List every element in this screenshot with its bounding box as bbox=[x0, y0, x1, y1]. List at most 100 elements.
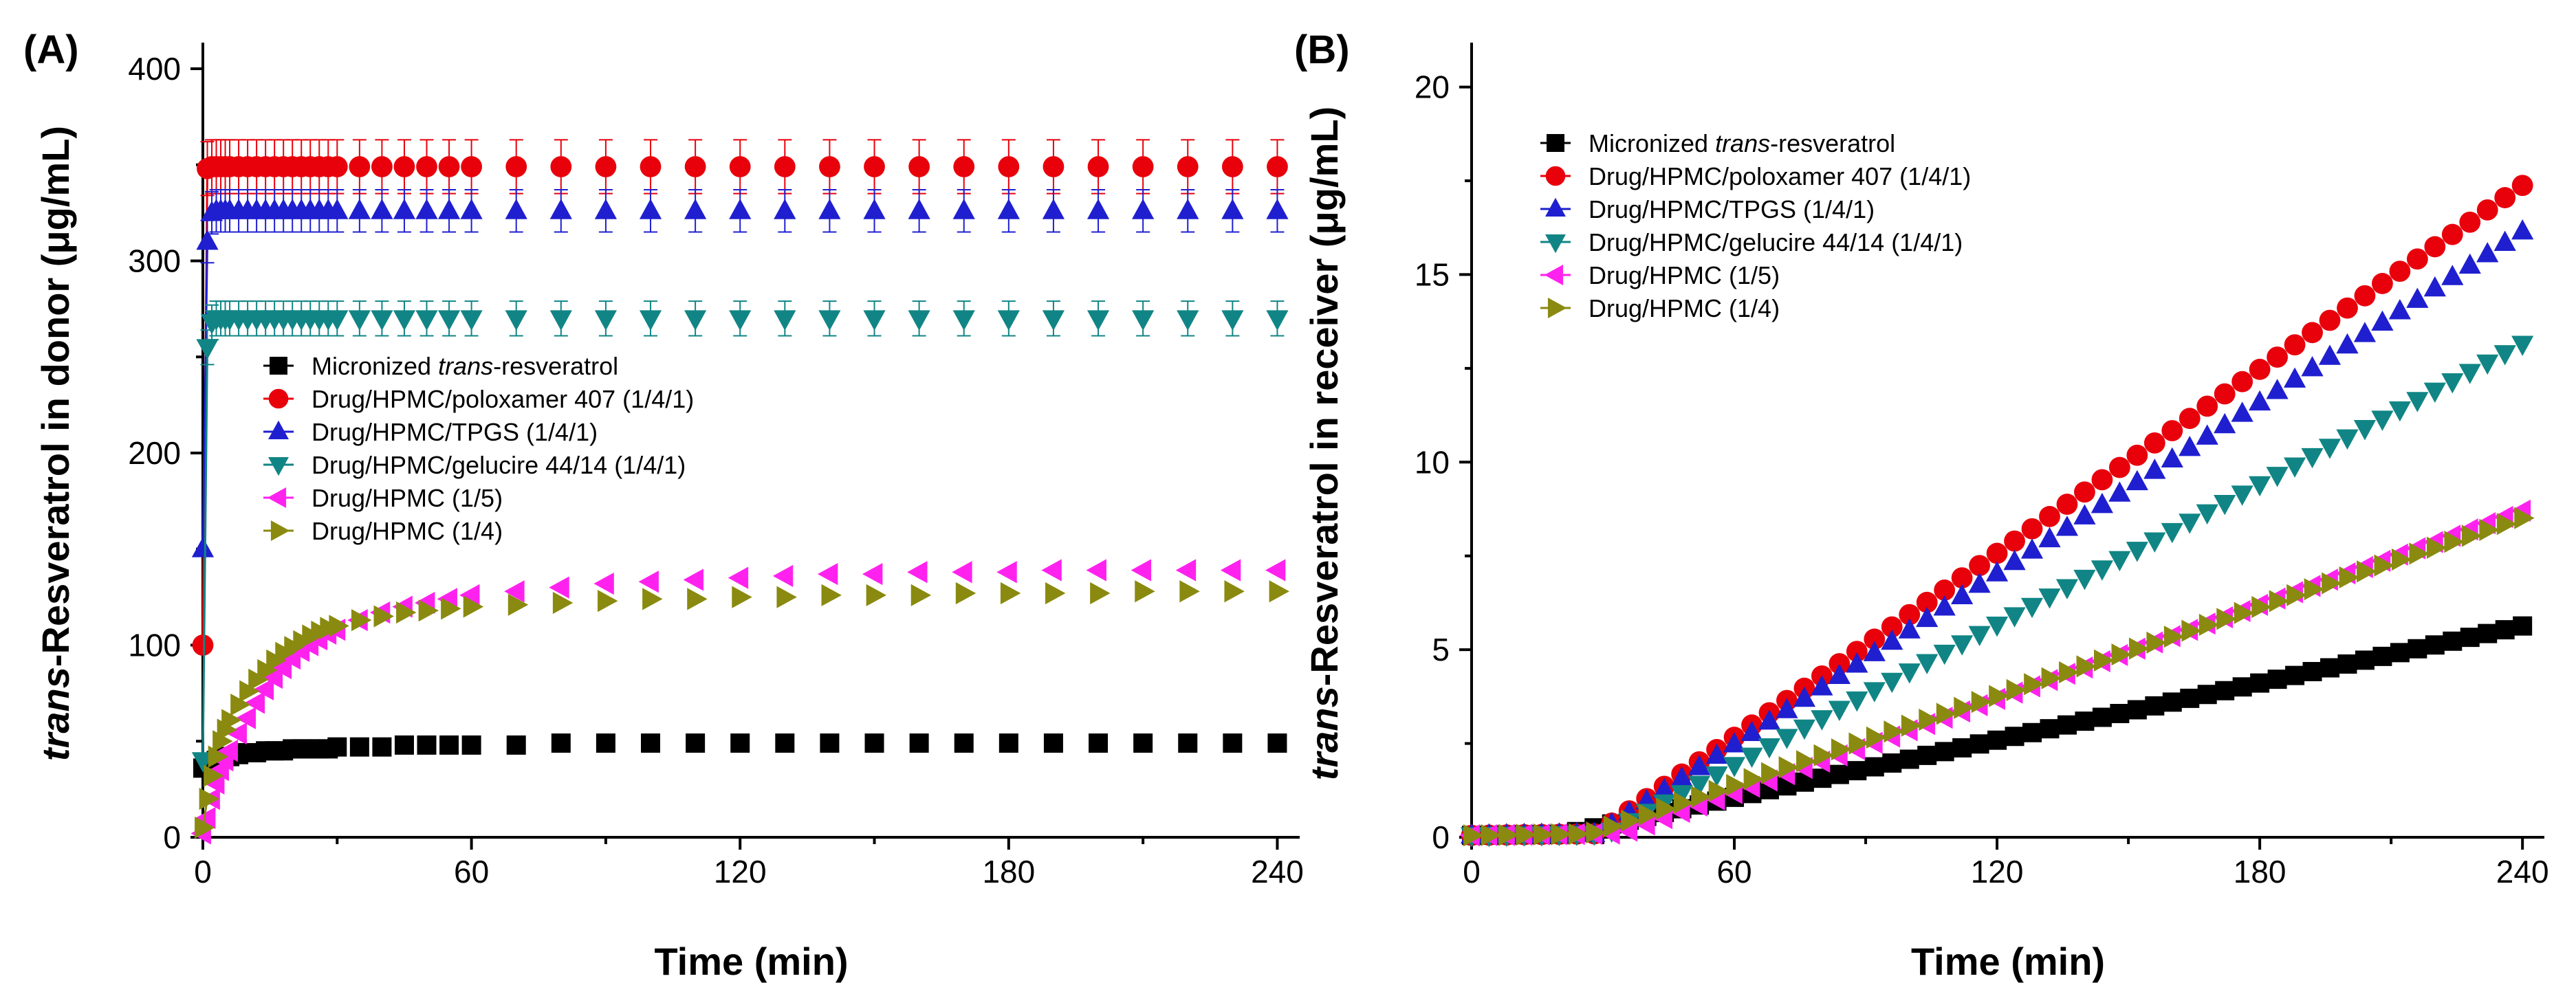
y-tick-label: 400 bbox=[128, 51, 181, 87]
data-point bbox=[2461, 524, 2482, 547]
y-tick-label: 10 bbox=[1415, 444, 1450, 480]
data-point bbox=[774, 156, 796, 177]
data-point bbox=[2389, 261, 2411, 283]
data-point bbox=[2040, 719, 2060, 739]
data-point bbox=[2179, 408, 2201, 430]
data-point bbox=[2493, 230, 2516, 251]
x-tick-label: 60 bbox=[454, 854, 489, 890]
data-point bbox=[1812, 769, 1832, 788]
data-point bbox=[2354, 285, 2376, 307]
data-point bbox=[2318, 344, 2342, 365]
legend-marker bbox=[267, 487, 287, 508]
data-point bbox=[728, 566, 749, 589]
data-point bbox=[326, 199, 349, 219]
data-point bbox=[2197, 685, 2217, 705]
y-axis-title-rest: -Resveratrol in donor (μg/mL) bbox=[34, 126, 77, 667]
data-point bbox=[1178, 733, 1198, 753]
data-point bbox=[2304, 578, 2325, 601]
data-point bbox=[2249, 476, 2271, 497]
data-point bbox=[2441, 223, 2463, 245]
data-point bbox=[1586, 821, 1606, 844]
data-point bbox=[2251, 595, 2272, 619]
data-point bbox=[2110, 703, 2130, 723]
data-point bbox=[1087, 310, 1110, 331]
data-point bbox=[1848, 732, 1869, 755]
data-point bbox=[441, 597, 461, 620]
legend-entry-italic: trans bbox=[438, 352, 493, 380]
data-point bbox=[1933, 595, 1956, 616]
data-point bbox=[996, 561, 1017, 584]
data-point bbox=[997, 199, 1020, 219]
data-point bbox=[2458, 364, 2481, 384]
data-point bbox=[641, 733, 661, 753]
data-point bbox=[684, 156, 706, 177]
data-point bbox=[195, 806, 216, 830]
legend-entry: Drug/HPMC/TPGS (1/4/1) bbox=[1589, 195, 1875, 223]
legend-marker bbox=[1545, 166, 1566, 186]
data-point bbox=[593, 572, 614, 595]
data-point bbox=[217, 740, 238, 762]
data-point bbox=[2161, 447, 2183, 467]
y-tick-label: 300 bbox=[128, 243, 181, 278]
data-point bbox=[2302, 662, 2322, 682]
legend-entry: Drug/HPMC/poloxamer 407 (1/4/1) bbox=[1589, 162, 1971, 190]
data-point bbox=[2496, 513, 2518, 535]
legend-marker bbox=[268, 420, 289, 440]
data-point bbox=[1881, 672, 1903, 694]
legend-entry: Micronized trans-resveratrol bbox=[312, 352, 618, 380]
data-point bbox=[2073, 504, 2096, 524]
data-point bbox=[1656, 797, 1677, 820]
data-point bbox=[907, 561, 928, 584]
data-point bbox=[1090, 582, 1111, 605]
data-point bbox=[2388, 299, 2411, 320]
data-point bbox=[683, 568, 704, 591]
x-tick-label: 60 bbox=[1716, 854, 1751, 890]
data-point bbox=[371, 156, 393, 177]
legend-marker bbox=[268, 456, 289, 476]
data-point bbox=[1793, 719, 1816, 740]
legend-entry: Drug/HPMC/gelucire 44/14 (1/4/1) bbox=[312, 451, 686, 479]
data-point bbox=[1568, 823, 1589, 846]
data-point bbox=[2055, 516, 2079, 536]
y-tick-label: 20 bbox=[1415, 69, 1450, 105]
y-axis-title: trans-Resveratrol in donor (μg/mL) bbox=[34, 126, 77, 761]
data-point bbox=[1987, 730, 2007, 750]
data-point bbox=[1533, 823, 1554, 846]
data-point bbox=[1951, 635, 1974, 656]
data-point bbox=[1266, 310, 1289, 331]
data-point bbox=[2234, 601, 2255, 624]
data-point bbox=[1638, 803, 1659, 826]
data-point bbox=[2513, 616, 2533, 636]
data-point bbox=[2302, 322, 2323, 344]
rise-line bbox=[201, 347, 209, 761]
data-point bbox=[2196, 395, 2218, 417]
data-point bbox=[2249, 390, 2271, 411]
data-point bbox=[351, 609, 372, 632]
data-point bbox=[1726, 773, 1747, 797]
data-point bbox=[1221, 310, 1244, 331]
data-point bbox=[1776, 698, 1798, 718]
data-point bbox=[910, 584, 932, 606]
data-point bbox=[1882, 753, 1902, 773]
data-point bbox=[594, 199, 618, 219]
data-point bbox=[1847, 761, 1867, 781]
y-tick-label: 0 bbox=[1432, 819, 1450, 855]
data-point bbox=[2143, 532, 2166, 553]
data-point bbox=[1132, 156, 1154, 177]
legend-marker bbox=[1547, 134, 1564, 152]
data-point bbox=[1177, 310, 1199, 331]
data-point bbox=[1135, 580, 1155, 603]
y-axis-title-italic: trans bbox=[34, 667, 77, 761]
data-point bbox=[1177, 199, 1199, 219]
y-tick-label: 15 bbox=[1415, 256, 1450, 292]
series-5 bbox=[195, 580, 1289, 839]
data-point bbox=[373, 605, 394, 628]
data-point bbox=[2284, 334, 2306, 356]
data-point bbox=[2093, 649, 2115, 672]
data-point bbox=[686, 733, 706, 753]
data-point bbox=[908, 310, 930, 331]
data-point bbox=[2091, 469, 2113, 491]
data-point bbox=[460, 310, 483, 331]
data-point bbox=[552, 591, 574, 615]
data-point bbox=[1846, 652, 1868, 673]
